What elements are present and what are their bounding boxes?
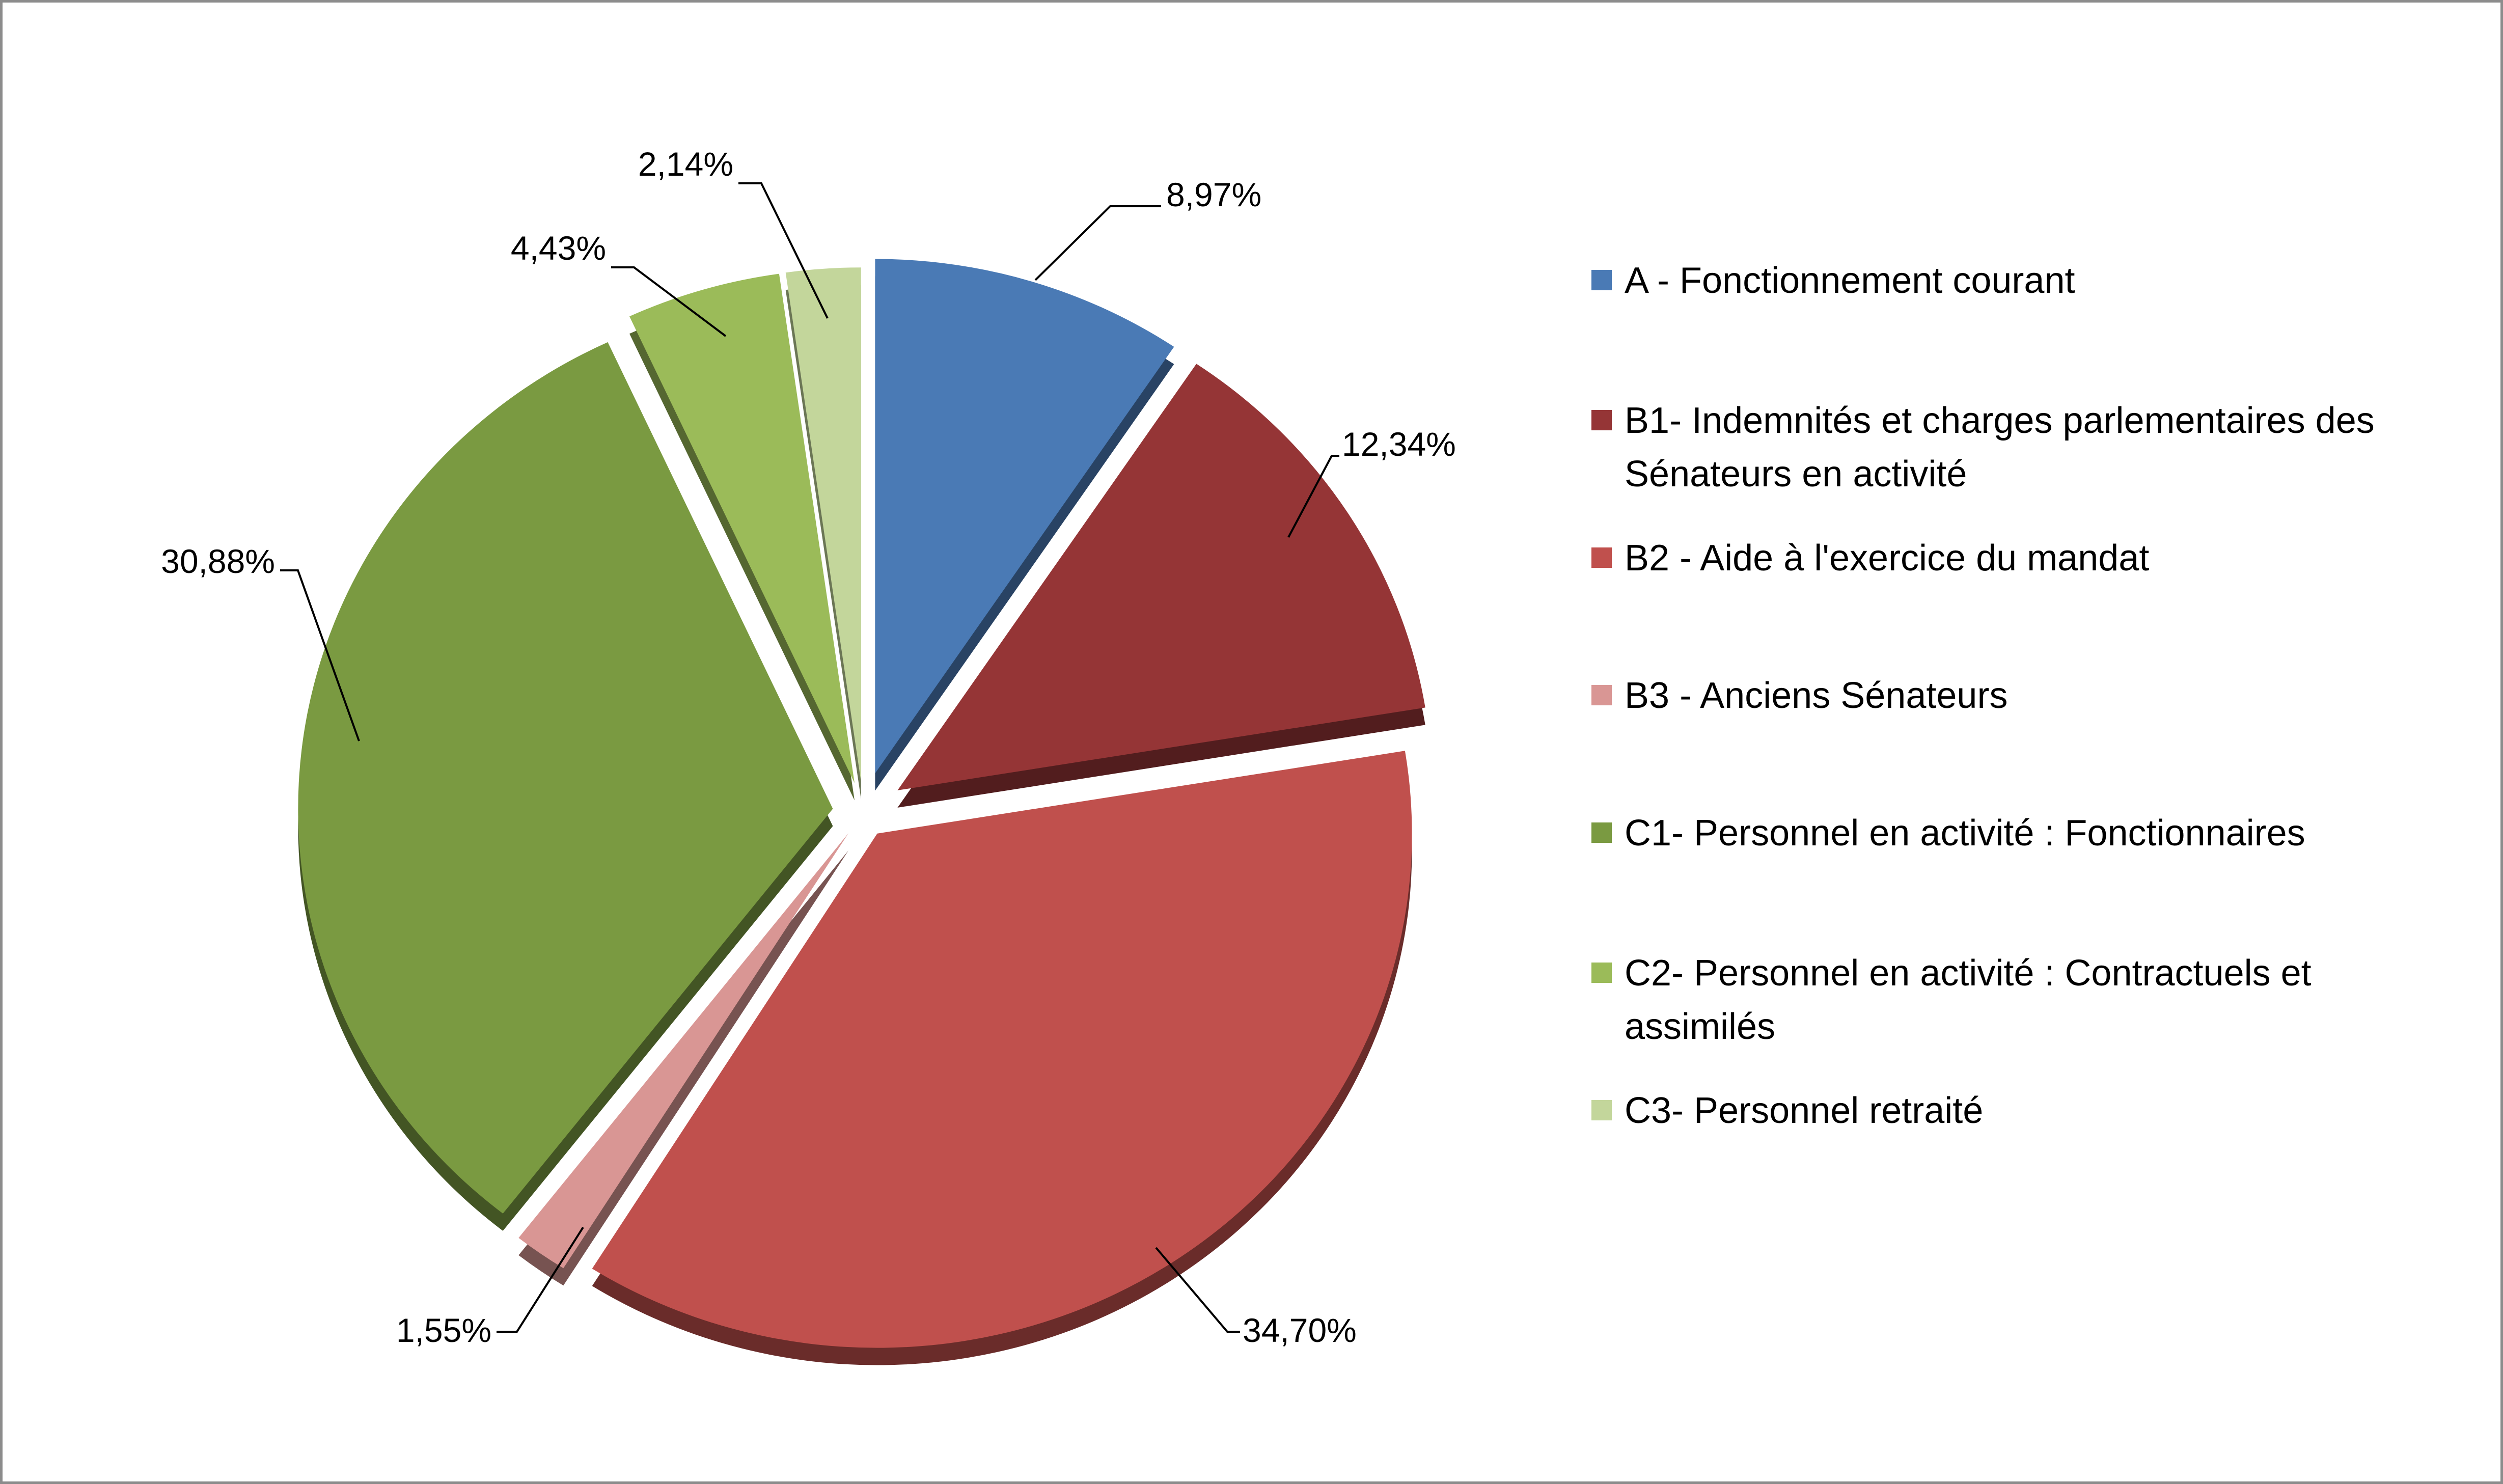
legend-item-4: C1- Personnel en activité : Fonctionnair… (1591, 813, 2305, 854)
legend-label-6-0: C3- Personnel retraité (1625, 1090, 1983, 1131)
legend-swatch-4 (1591, 822, 1612, 843)
data-label-layer: 8,97% 12,34% 34,70% 1,55% 30,88% 4,43% 2,14% (161, 145, 1456, 1349)
legend-item-5: C2- Personnel en activité : Contractuels… (1591, 953, 2312, 1047)
data-label-0: 8,97% (1166, 176, 1261, 213)
legend-label-3-0: B3 - Anciens Sénateurs (1625, 675, 2007, 716)
slice-layer (298, 259, 1425, 1348)
legend-swatch-5 (1591, 963, 1612, 983)
legend-item-0: A - Fonctionnement courant (1591, 260, 2075, 301)
legend-swatch-6 (1591, 1100, 1612, 1120)
legend-label-4-0: C1- Personnel en activité : Fonctionnair… (1625, 813, 2305, 854)
legend-label-2-0: B2 - Aide à l'exercice du mandat (1625, 538, 2149, 579)
legend-swatch-2 (1591, 547, 1612, 568)
pie-slice-2 (592, 751, 1412, 1348)
pie-slice-4 (298, 342, 833, 1214)
pie-slice-0 (875, 259, 1174, 774)
leader-line-layer (280, 182, 1339, 1333)
legend: A - Fonctionnement courant B1- Indemnités… (1591, 260, 2375, 1131)
data-label-6: 2,14% (638, 145, 733, 183)
leader-line-6 (738, 182, 829, 319)
leader-line-5 (611, 266, 727, 337)
legend-swatch-1 (1591, 410, 1612, 430)
data-label-4: 30,88% (161, 542, 275, 580)
leader-line-0 (1034, 205, 1161, 281)
pie-slice-6 (785, 267, 861, 782)
pie-slice-1 (897, 364, 1425, 790)
legend-label-5-0: C2- Personnel en activité : Contractuels… (1625, 953, 2312, 994)
leader-line-3 (497, 1226, 584, 1333)
pie-slice-5 (629, 273, 855, 783)
legend-label-1-0: B1- Indemnités et charges parlementaires… (1625, 400, 2375, 441)
leader-line-4 (280, 569, 360, 741)
legend-item-2: B2 - Aide à l'exercice du mandat (1591, 538, 2149, 579)
pie-slice-3 (518, 833, 849, 1269)
legend-item-3: B3 - Anciens Sénateurs (1591, 675, 2007, 716)
legend-item-1: B1- Indemnités et charges parlementaires… (1591, 400, 2375, 494)
data-label-3: 1,55% (396, 1311, 491, 1349)
legend-label-5-1: assimilés (1625, 1006, 1775, 1047)
legend-swatch-0 (1591, 270, 1612, 290)
leader-line-1 (1287, 455, 1339, 538)
pie-chart: 8,97% 12,34% 34,70% 1,55% 30,88% 4,43% 2,14% A… (161, 145, 2375, 1365)
leader-line-2 (1155, 1247, 1240, 1333)
data-label-2: 34,70% (1243, 1311, 1357, 1349)
legend-item-6: C3- Personnel retraité (1591, 1090, 1983, 1131)
legend-label-1-1: Sénateurs en activité (1625, 454, 1967, 494)
data-label-5: 4,43% (511, 229, 606, 267)
legend-label-0-0: A - Fonctionnement courant (1625, 260, 2075, 301)
data-label-1: 12,34% (1342, 425, 1456, 463)
legend-swatch-3 (1591, 685, 1612, 705)
